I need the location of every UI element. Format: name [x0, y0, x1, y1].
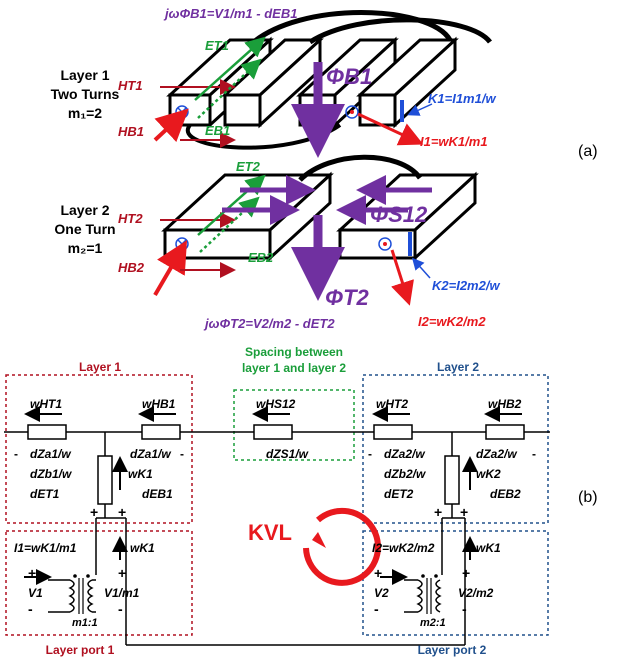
- label-et2: ET2: [236, 159, 261, 174]
- label-v1m1: V1/m1: [104, 586, 140, 600]
- plus-sign: +: [462, 565, 470, 581]
- minus-sign: -: [374, 601, 379, 617]
- label-hb1: HB1: [118, 124, 144, 139]
- layer2-box: [362, 374, 549, 524]
- label-ht1: HT1: [118, 78, 143, 93]
- minus-sign: -: [14, 447, 18, 461]
- layer-port2-label: Layer port 2: [418, 643, 487, 657]
- plus-sign: +: [118, 504, 126, 520]
- label-et1: ET1: [205, 38, 229, 53]
- label-whb2: wHB2: [488, 397, 522, 411]
- circuit-arrows: [24, 406, 522, 585]
- minus-sign: -: [532, 447, 536, 461]
- plus-sign: +: [118, 565, 126, 581]
- layer2-title: Layer 2: [437, 360, 479, 374]
- label-wht1: wHT1: [30, 397, 62, 411]
- label-wht2: wHT2: [376, 397, 408, 411]
- plus-sign: +: [434, 504, 442, 520]
- label-det2: dET2: [384, 487, 414, 501]
- minus-sign: -: [180, 447, 184, 461]
- label-dza1-right: dZa1/w: [130, 447, 171, 461]
- label-wk1-top: wK1: [128, 467, 153, 481]
- plus-sign: +: [460, 504, 468, 520]
- layer1-label-line1: Layer 1: [60, 67, 109, 83]
- impedance-blocks: [27, 424, 525, 505]
- label-i2-eq: I2=wK2/m2: [372, 541, 435, 555]
- kvl-label: KVL: [248, 520, 292, 545]
- label-dzb2: dZb2/w: [384, 467, 426, 481]
- label-dza2-right: dZa2/w: [476, 447, 517, 461]
- label-phi-t2: ΦT2: [325, 285, 370, 310]
- minus-sign: -: [462, 601, 467, 617]
- label-wk1-right: wK1: [476, 541, 501, 555]
- label-ratio2: m2:1: [420, 617, 446, 629]
- minus-sign: -: [368, 447, 372, 461]
- label-phi-s12: ΦS12: [370, 202, 428, 227]
- layer1-label-line2: Two Turns: [51, 86, 120, 102]
- label-det1: dET1: [30, 487, 60, 501]
- layer1-box: [5, 374, 193, 524]
- plus-sign: +: [90, 504, 98, 520]
- equation-phi-b1: jωΦB1=V1/m1 - dEB1: [163, 6, 297, 21]
- field-arrows: [153, 36, 433, 306]
- transformer-dots: [73, 574, 438, 578]
- layer2-label-line3: m₂=1: [68, 240, 103, 256]
- label-whs12: wHS12: [256, 397, 296, 411]
- kvl-loop: [303, 507, 381, 586]
- label-dza1-left: dZa1/w: [30, 447, 71, 461]
- label-i1: I1=wK1/m1: [420, 134, 488, 149]
- label-v2: V2: [374, 586, 389, 600]
- label-deb1: dEB1: [142, 487, 173, 501]
- label-deb2: dEB2: [490, 487, 521, 501]
- layer1-title: Layer 1: [79, 360, 121, 374]
- label-i1-eq: I1=wK1/m1: [14, 541, 77, 555]
- label-ratio1: m1:1: [72, 617, 98, 629]
- transformer-2: [404, 578, 442, 614]
- label-phi-b1: ΦB1: [326, 64, 372, 89]
- spacing-title-line2: layer 1 and layer 2: [242, 361, 346, 375]
- layer2-label-line2: One Turn: [54, 221, 115, 237]
- port2-box: [362, 530, 549, 636]
- label-k2: K2=I2m2/w: [432, 278, 500, 293]
- minus-sign: -: [28, 601, 33, 617]
- spacing-box: [233, 389, 355, 461]
- label-whb1: wHB1: [142, 397, 176, 411]
- label-wk2: wK2: [476, 467, 501, 481]
- label-dzs1: dZS1/w: [266, 447, 309, 461]
- transformer-1: [48, 578, 96, 614]
- plus-sign: +: [374, 565, 382, 581]
- layer-port1-label: Layer port 1: [46, 643, 115, 657]
- spacing-title-line1: Spacing between: [245, 345, 343, 359]
- panel-label-b: (b): [578, 489, 598, 506]
- label-hb2: HB2: [118, 260, 145, 275]
- label-v1: V1: [28, 586, 43, 600]
- label-ht2: HT2: [118, 211, 143, 226]
- panel-label-a: (a): [578, 143, 598, 160]
- port1-box: [5, 530, 193, 636]
- label-eb1: EB1: [205, 123, 230, 138]
- layer2-label-line1: Layer 2: [60, 202, 109, 218]
- minus-sign: -: [118, 601, 123, 617]
- label-i2: I2=wK2/m2: [418, 314, 486, 329]
- plus-sign: +: [28, 565, 36, 581]
- label-dza2-left: dZa2/w: [384, 447, 425, 461]
- label-dzb1: dZb1/w: [30, 467, 72, 481]
- label-v2m2: V2/m2: [458, 586, 494, 600]
- label-k1: K1=I1m1/w: [428, 91, 496, 106]
- equation-phi-t2: jωΦT2=V2/m2 - dET2: [203, 316, 335, 331]
- layer1-label-line3: m₁=2: [68, 105, 102, 121]
- label-eb2: EB2: [248, 250, 274, 265]
- label-wk1-left: wK1: [130, 541, 155, 555]
